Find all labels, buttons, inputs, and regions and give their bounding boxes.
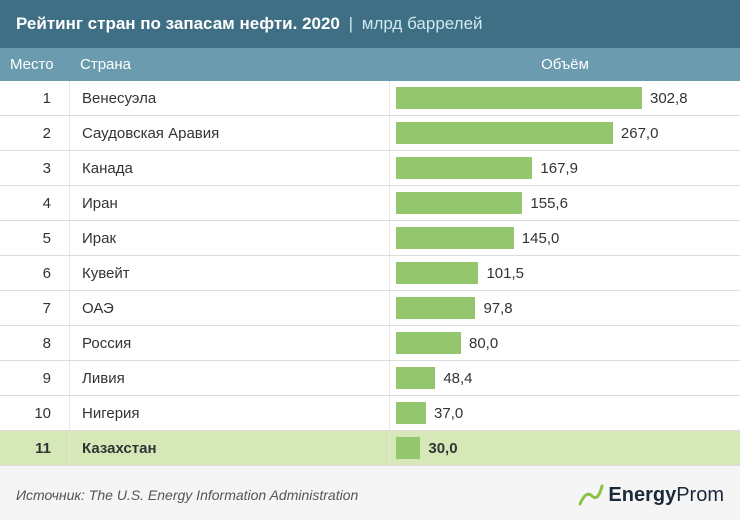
country-cell: Казахстан	[70, 431, 390, 465]
table-row: 4Иран 155,6	[0, 186, 740, 221]
rank-cell: 2	[0, 116, 70, 150]
country-cell: Саудовская Аравия	[70, 116, 390, 150]
country-cell: Ливия	[70, 361, 390, 395]
value-bar	[396, 192, 522, 214]
subtitle-text: млрд баррелей	[362, 14, 483, 33]
value-bar	[396, 157, 532, 179]
rank-cell: 8	[0, 326, 70, 360]
country-cell: Кувейт	[70, 256, 390, 290]
value-label: 30,0	[428, 440, 457, 457]
country-cell: Ирак	[70, 221, 390, 255]
footer: Источник: The U.S. Energy Information Ad…	[0, 466, 740, 520]
logo-text: EnergyProm	[608, 484, 724, 507]
value-label: 167,9	[540, 160, 578, 177]
bar-cell: 48,4	[390, 361, 740, 395]
country-cell: Канада	[70, 151, 390, 185]
rank-cell: 5	[0, 221, 70, 255]
header-title: Рейтинг стран по запасам нефти. 2020 | м…	[0, 0, 740, 48]
country-cell: Венесуэла	[70, 81, 390, 115]
table-row: 5Ирак 145,0	[0, 221, 740, 256]
column-header-country: Страна	[70, 48, 390, 81]
title-separator: |	[349, 14, 358, 33]
rank-cell: 10	[0, 396, 70, 430]
bar-cell: 101,5	[390, 256, 740, 290]
rank-cell: 4	[0, 186, 70, 220]
value-label: 145,0	[522, 230, 560, 247]
data-rows: 1Венесуэла302,82Саудовская Аравия267,03К…	[0, 81, 740, 466]
rank-cell: 9	[0, 361, 70, 395]
table-row: 6Кувейт 101,5	[0, 256, 740, 291]
value-label: 267,0	[621, 125, 659, 142]
ranking-table: Рейтинг стран по запасам нефти. 2020 | м…	[0, 0, 740, 520]
logo-text-bold: Energy	[608, 484, 676, 506]
value-bar	[396, 227, 514, 249]
country-cell: Нигерия	[70, 396, 390, 430]
rank-cell: 1	[0, 81, 70, 115]
rank-cell: 7	[0, 291, 70, 325]
value-label: 155,6	[530, 195, 568, 212]
value-bar	[396, 262, 478, 284]
bar-cell: 37,0	[390, 396, 740, 430]
source-text: Источник: The U.S. Energy Information Ad…	[16, 487, 358, 503]
column-header-row: Место Страна Объём	[0, 48, 740, 81]
value-label: 80,0	[469, 335, 498, 352]
value-bar	[396, 297, 475, 319]
bar-cell: 30,0	[390, 431, 740, 465]
value-bar	[396, 437, 420, 459]
rank-cell: 3	[0, 151, 70, 185]
title-text: Рейтинг стран по запасам нефти. 2020	[16, 14, 340, 33]
bar-cell: 302,8	[390, 81, 740, 115]
brand-logo: EnergyProm	[578, 482, 724, 508]
rank-cell: 6	[0, 256, 70, 290]
bar-cell: 155,6	[390, 186, 740, 220]
table-row: 2Саудовская Аравия 267,0	[0, 116, 740, 151]
bar-cell: 97,8	[390, 291, 740, 325]
table-row: 3Канада 167,9	[0, 151, 740, 186]
table-row: 11Казахстан 30,0	[0, 431, 740, 466]
bar-cell: 145,0	[390, 221, 740, 255]
value-label: 48,4	[443, 370, 472, 387]
value-label: 101,5	[486, 265, 524, 282]
bar-cell: 267,0	[390, 116, 740, 150]
column-header-rank: Место	[0, 48, 70, 81]
value-bar	[396, 367, 435, 389]
country-cell: Россия	[70, 326, 390, 360]
value-bar	[396, 122, 613, 144]
table-row: 8Россия 80,0	[0, 326, 740, 361]
bar-cell: 167,9	[390, 151, 740, 185]
table-row: 10Нигерия 37,0	[0, 396, 740, 431]
table-row: 1Венесуэла 302,8	[0, 81, 740, 116]
value-label: 97,8	[483, 300, 512, 317]
country-cell: ОАЭ	[70, 291, 390, 325]
value-label: 37,0	[434, 405, 463, 422]
value-bar	[396, 87, 642, 109]
value-bar	[396, 332, 461, 354]
column-header-volume: Объём	[390, 48, 740, 81]
value-bar	[396, 402, 426, 424]
country-cell: Иран	[70, 186, 390, 220]
table-row: 9Ливия 48,4	[0, 361, 740, 396]
bar-cell: 80,0	[390, 326, 740, 360]
rank-cell: 11	[0, 431, 70, 465]
value-label: 302,8	[650, 90, 688, 107]
logo-mark-icon	[578, 482, 604, 508]
logo-text-thin: Prom	[676, 484, 724, 506]
table-row: 7ОАЭ 97,8	[0, 291, 740, 326]
